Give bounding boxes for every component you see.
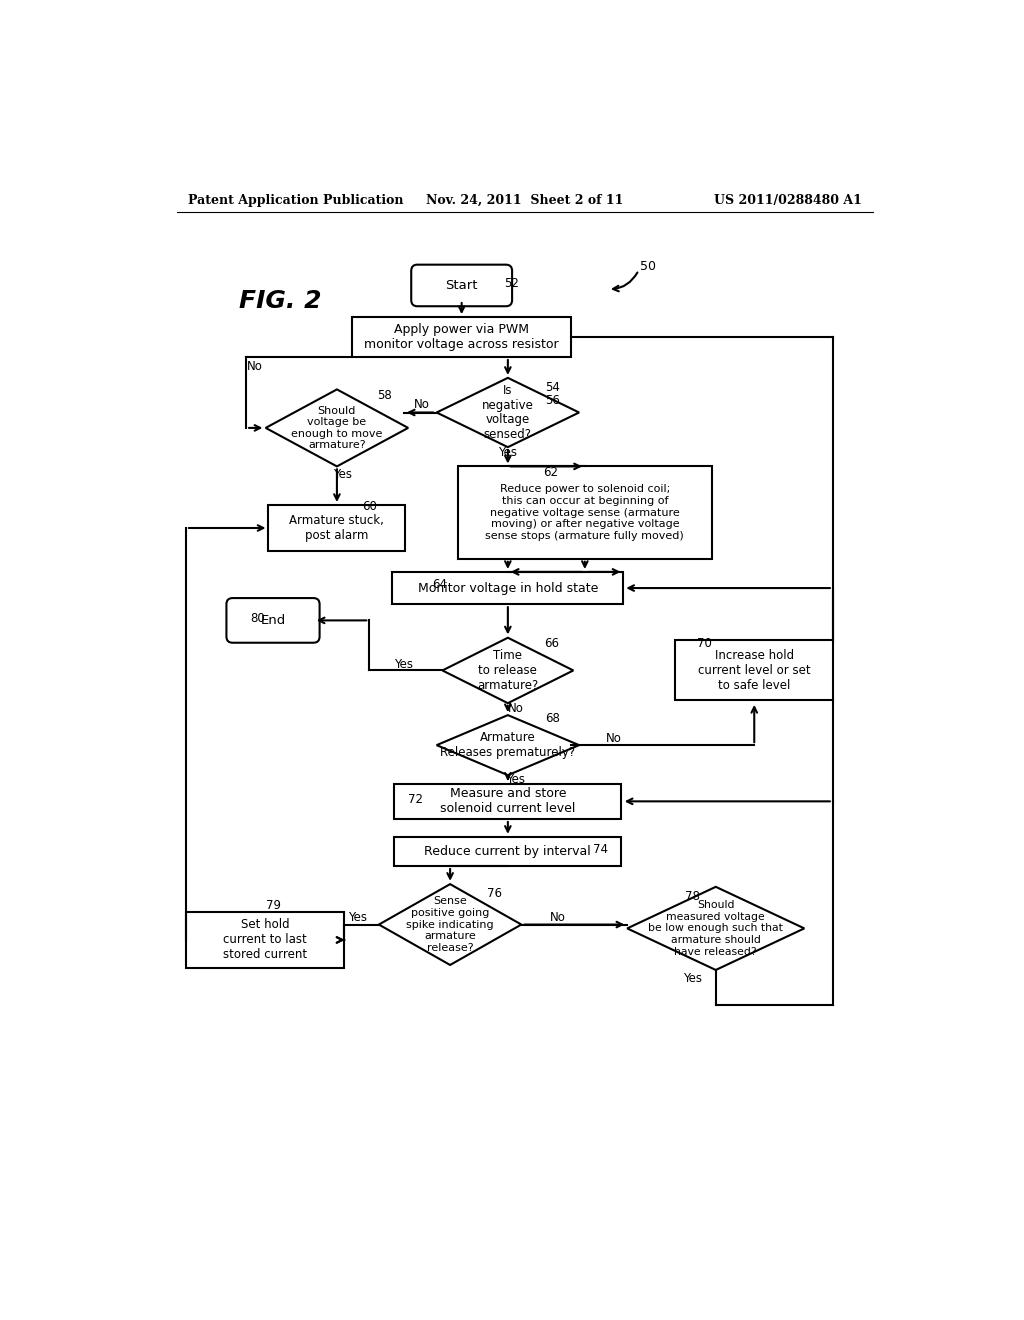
Text: US 2011/0288480 A1: US 2011/0288480 A1 (714, 194, 862, 207)
Text: Reduce current by interval: Reduce current by interval (425, 845, 591, 858)
Text: Yes: Yes (506, 772, 525, 785)
Text: 64: 64 (432, 578, 447, 591)
Text: Should
measured voltage
be low enough such that
armature should
have released?: Should measured voltage be low enough su… (648, 900, 783, 957)
Text: 66: 66 (544, 638, 559, 649)
FancyBboxPatch shape (458, 466, 712, 558)
Text: Armature
Releases prematurely?: Armature Releases prematurely? (440, 731, 575, 759)
Text: Yes: Yes (499, 446, 517, 459)
Polygon shape (442, 638, 573, 704)
Text: 62: 62 (543, 466, 558, 479)
Text: Should
voltage be
enough to move
armature?: Should voltage be enough to move armatur… (291, 405, 383, 450)
Text: 58: 58 (377, 389, 392, 403)
Text: Monitor voltage in hold state: Monitor voltage in hold state (418, 582, 598, 594)
Text: Yes: Yes (348, 911, 368, 924)
Text: No: No (508, 702, 523, 714)
Text: Nov. 24, 2011  Sheet 2 of 11: Nov. 24, 2011 Sheet 2 of 11 (426, 194, 624, 207)
Text: Start: Start (445, 279, 478, 292)
Text: Sense
positive going
spike indicating
armature
release?: Sense positive going spike indicating ar… (407, 896, 494, 953)
Text: 60: 60 (361, 500, 377, 513)
FancyBboxPatch shape (226, 598, 319, 643)
Polygon shape (436, 715, 580, 775)
FancyBboxPatch shape (412, 264, 512, 306)
FancyBboxPatch shape (186, 912, 344, 968)
FancyBboxPatch shape (268, 506, 406, 552)
Polygon shape (379, 884, 521, 965)
Text: Time
to release
armature?: Time to release armature? (477, 649, 539, 692)
Text: No: No (606, 733, 622, 746)
Text: Apply power via PWM
monitor voltage across resistor: Apply power via PWM monitor voltage acro… (365, 323, 559, 351)
FancyBboxPatch shape (676, 640, 834, 701)
Text: 74: 74 (593, 842, 608, 855)
Text: 52: 52 (504, 277, 519, 289)
Text: No: No (414, 399, 429, 412)
Text: Increase hold
current level or set
to safe level: Increase hold current level or set to sa… (698, 649, 811, 692)
Text: Set hold
current to last
stored current: Set hold current to last stored current (223, 919, 307, 961)
Text: Yes: Yes (683, 972, 702, 985)
Text: Measure and store
solenoid current level: Measure and store solenoid current level (440, 787, 575, 816)
Text: Yes: Yes (333, 467, 352, 480)
Text: 70: 70 (696, 638, 712, 649)
Text: Is
negative
voltage
sensed?: Is negative voltage sensed? (482, 384, 534, 441)
FancyBboxPatch shape (394, 837, 622, 866)
Text: 68: 68 (545, 713, 560, 726)
Polygon shape (628, 887, 804, 970)
Polygon shape (436, 378, 580, 447)
Text: 78: 78 (685, 890, 700, 903)
FancyBboxPatch shape (394, 784, 622, 818)
Text: Reduce power to solenoid coil;
this can occur at beginning of
negative voltage s: Reduce power to solenoid coil; this can … (485, 484, 684, 541)
Text: 80: 80 (250, 612, 265, 626)
FancyBboxPatch shape (352, 317, 571, 358)
Text: End: End (260, 614, 286, 627)
Text: 72: 72 (408, 792, 423, 805)
Text: 79: 79 (265, 899, 281, 912)
Text: 76: 76 (486, 887, 502, 900)
Text: Armature stuck,
post alarm: Armature stuck, post alarm (290, 513, 384, 543)
Text: Yes: Yes (394, 657, 414, 671)
FancyBboxPatch shape (392, 572, 624, 605)
Text: No: No (248, 360, 263, 372)
Text: Patent Application Publication: Patent Application Publication (188, 194, 403, 207)
Polygon shape (265, 389, 409, 466)
Text: 54: 54 (545, 381, 560, 395)
Text: No: No (550, 911, 566, 924)
Text: FIG. 2: FIG. 2 (240, 289, 322, 313)
Text: 56: 56 (545, 395, 560, 408)
Text: 50: 50 (640, 260, 656, 273)
